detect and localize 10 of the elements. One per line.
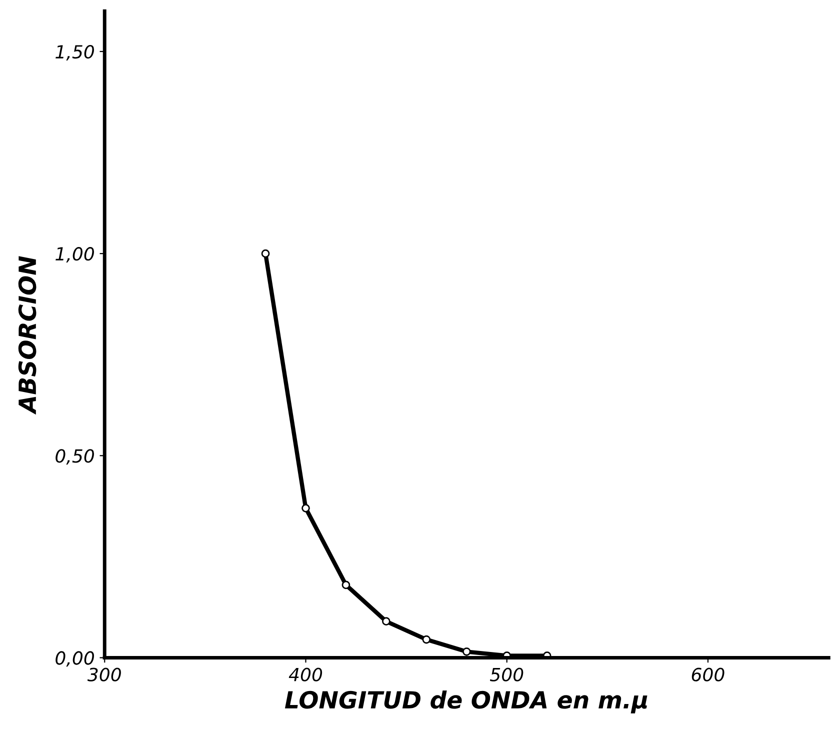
x-tick-label: 300 <box>87 668 121 682</box>
y-tick-label: 1,50 <box>56 44 94 60</box>
y-axis-title: ABSORCION <box>18 256 36 415</box>
y-tick-label: 1,00 <box>56 247 94 263</box>
x-tick-label: 400 <box>288 668 322 682</box>
x-axis-title: LONGITUD de ONDA en m.μ <box>284 690 648 714</box>
y-tick-label: 0,00 <box>56 651 94 667</box>
y-tick-label: 0,50 <box>56 449 94 465</box>
x-tick-label: 600 <box>692 668 724 682</box>
x-tick-label: 500 <box>490 668 524 682</box>
